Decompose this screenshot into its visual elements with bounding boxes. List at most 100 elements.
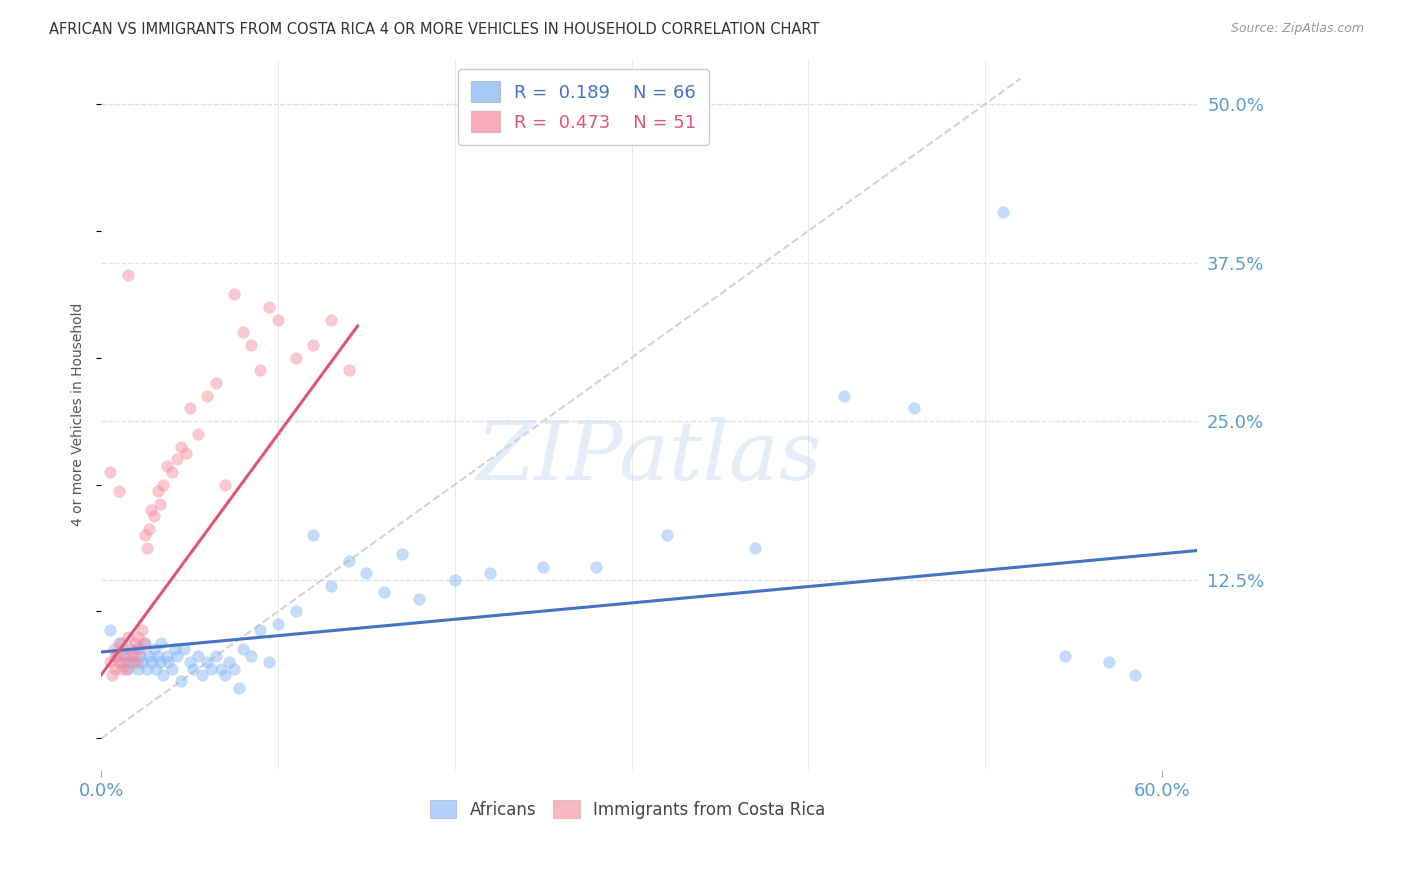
Point — [148, 655, 170, 669]
Point — [105, 648, 128, 663]
Point — [125, 642, 148, 657]
Point — [337, 554, 360, 568]
Point — [585, 560, 607, 574]
Point — [127, 661, 149, 675]
Point — [991, 204, 1014, 219]
Point — [117, 268, 139, 283]
Point — [479, 566, 502, 581]
Point — [150, 636, 173, 650]
Point — [111, 655, 134, 669]
Point — [139, 503, 162, 517]
Point — [1053, 648, 1076, 663]
Point — [179, 401, 201, 416]
Legend: Africans, Immigrants from Costa Rica: Africans, Immigrants from Costa Rica — [423, 794, 832, 826]
Point — [98, 624, 121, 638]
Point — [214, 477, 236, 491]
Point — [134, 636, 156, 650]
Point — [267, 617, 290, 632]
Point — [145, 661, 167, 675]
Point — [110, 636, 132, 650]
Point — [103, 642, 125, 657]
Point — [1098, 655, 1121, 669]
Point — [157, 655, 180, 669]
Point — [744, 541, 766, 555]
Text: ZIPatlas: ZIPatlas — [477, 417, 823, 498]
Point — [205, 376, 228, 390]
Point — [170, 440, 193, 454]
Point — [118, 648, 141, 663]
Point — [181, 661, 204, 675]
Point — [146, 648, 169, 663]
Point — [139, 655, 162, 669]
Point — [115, 661, 138, 675]
Point — [408, 591, 430, 606]
Point — [104, 648, 127, 663]
Point — [191, 668, 214, 682]
Point — [166, 648, 188, 663]
Point — [655, 528, 678, 542]
Point — [122, 655, 145, 669]
Point — [129, 648, 152, 663]
Point — [284, 604, 307, 618]
Point — [98, 465, 121, 479]
Point — [122, 648, 145, 663]
Point — [156, 458, 179, 473]
Y-axis label: 4 or more Vehicles in Household: 4 or more Vehicles in Household — [72, 303, 86, 526]
Point — [187, 426, 209, 441]
Point — [240, 338, 263, 352]
Point — [356, 566, 378, 581]
Point — [136, 541, 159, 555]
Point — [117, 661, 139, 675]
Point — [138, 648, 160, 663]
Point — [222, 661, 245, 675]
Point — [174, 446, 197, 460]
Point — [108, 483, 131, 498]
Point — [232, 326, 254, 340]
Point — [101, 668, 124, 682]
Point — [200, 661, 222, 675]
Point — [152, 668, 174, 682]
Point — [108, 655, 131, 669]
Point — [903, 401, 925, 416]
Point — [1125, 668, 1147, 682]
Point — [173, 642, 195, 657]
Point — [232, 642, 254, 657]
Point — [165, 642, 187, 657]
Point — [143, 509, 166, 524]
Point — [138, 522, 160, 536]
Point — [443, 573, 465, 587]
Point — [284, 351, 307, 365]
Point — [104, 661, 127, 675]
Point — [373, 585, 395, 599]
Point — [129, 642, 152, 657]
Point — [156, 648, 179, 663]
Point — [131, 624, 153, 638]
Point — [249, 624, 271, 638]
Point — [120, 642, 142, 657]
Point — [218, 655, 240, 669]
Point — [112, 648, 135, 663]
Point — [179, 655, 201, 669]
Point — [391, 547, 413, 561]
Text: Source: ZipAtlas.com: Source: ZipAtlas.com — [1230, 22, 1364, 36]
Point — [257, 300, 280, 314]
Point — [205, 648, 228, 663]
Point — [125, 655, 148, 669]
Point — [112, 642, 135, 657]
Point — [98, 655, 121, 669]
Point — [160, 661, 183, 675]
Point — [187, 648, 209, 663]
Point — [117, 630, 139, 644]
Text: AFRICAN VS IMMIGRANTS FROM COSTA RICA 4 OR MORE VEHICLES IN HOUSEHOLD CORRELATIO: AFRICAN VS IMMIGRANTS FROM COSTA RICA 4 … — [49, 22, 820, 37]
Point — [170, 674, 193, 689]
Point — [222, 287, 245, 301]
Point — [337, 363, 360, 377]
Point — [319, 312, 342, 326]
Point — [132, 636, 155, 650]
Point — [127, 630, 149, 644]
Point — [131, 655, 153, 669]
Point — [209, 661, 232, 675]
Point — [111, 661, 134, 675]
Point — [531, 560, 554, 574]
Point — [143, 642, 166, 657]
